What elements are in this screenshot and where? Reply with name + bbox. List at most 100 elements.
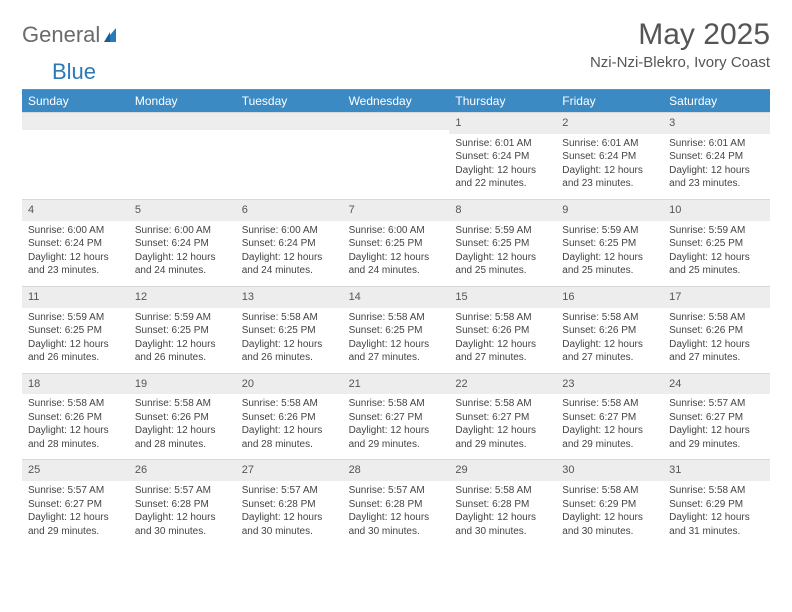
day-cell: 15Sunrise: 5:58 AMSunset: 6:26 PMDayligh… [449, 286, 556, 373]
sunset-text: Sunset: 6:26 PM [28, 411, 123, 425]
sunset-text: Sunset: 6:25 PM [349, 324, 444, 338]
daylight-text-1: Daylight: 12 hours [135, 424, 230, 438]
day-cell: 12Sunrise: 5:59 AMSunset: 6:25 PMDayligh… [129, 286, 236, 373]
daylight-text-2: and 24 minutes. [242, 264, 337, 278]
day-header: Saturday [663, 90, 770, 112]
logo: General [22, 22, 122, 48]
day-number: 2 [556, 112, 663, 134]
day-cell [236, 112, 343, 199]
week-row: 1Sunrise: 6:01 AMSunset: 6:24 PMDaylight… [22, 112, 770, 199]
daylight-text-1: Daylight: 12 hours [242, 424, 337, 438]
day-number: 19 [129, 373, 236, 395]
sunrise-text: Sunrise: 6:00 AM [135, 224, 230, 238]
day-cell [129, 112, 236, 199]
day-number [22, 112, 129, 130]
sunset-text: Sunset: 6:26 PM [455, 324, 550, 338]
daylight-text-2: and 30 minutes. [349, 525, 444, 539]
daylight-text-2: and 23 minutes. [28, 264, 123, 278]
sunset-text: Sunset: 6:27 PM [349, 411, 444, 425]
week-row: 4Sunrise: 6:00 AMSunset: 6:24 PMDaylight… [22, 199, 770, 286]
day-data: Sunrise: 6:00 AMSunset: 6:24 PMDaylight:… [22, 221, 129, 286]
daylight-text-2: and 27 minutes. [349, 351, 444, 365]
day-cell: 11Sunrise: 5:59 AMSunset: 6:25 PMDayligh… [22, 286, 129, 373]
day-data: Sunrise: 5:57 AMSunset: 6:27 PMDaylight:… [22, 481, 129, 546]
day-data: Sunrise: 5:58 AMSunset: 6:26 PMDaylight:… [663, 308, 770, 373]
day-cell: 29Sunrise: 5:58 AMSunset: 6:28 PMDayligh… [449, 459, 556, 546]
day-cell: 1Sunrise: 6:01 AMSunset: 6:24 PMDaylight… [449, 112, 556, 199]
daylight-text-1: Daylight: 12 hours [669, 511, 764, 525]
day-number: 28 [343, 459, 450, 481]
sunrise-text: Sunrise: 5:59 AM [455, 224, 550, 238]
daylight-text-1: Daylight: 12 hours [669, 338, 764, 352]
day-cell [22, 112, 129, 199]
day-cell: 31Sunrise: 5:58 AMSunset: 6:29 PMDayligh… [663, 459, 770, 546]
day-cell: 28Sunrise: 5:57 AMSunset: 6:28 PMDayligh… [343, 459, 450, 546]
day-data: Sunrise: 6:00 AMSunset: 6:25 PMDaylight:… [343, 221, 450, 286]
daylight-text-1: Daylight: 12 hours [28, 511, 123, 525]
day-data: Sunrise: 6:01 AMSunset: 6:24 PMDaylight:… [663, 134, 770, 199]
daylight-text-1: Daylight: 12 hours [242, 338, 337, 352]
sunrise-text: Sunrise: 6:00 AM [242, 224, 337, 238]
sunrise-text: Sunrise: 5:58 AM [349, 311, 444, 325]
sunset-text: Sunset: 6:29 PM [562, 498, 657, 512]
sunset-text: Sunset: 6:28 PM [242, 498, 337, 512]
day-header: Monday [129, 90, 236, 112]
day-data: Sunrise: 5:58 AMSunset: 6:27 PMDaylight:… [556, 394, 663, 459]
daylight-text-1: Daylight: 12 hours [562, 164, 657, 178]
day-number: 20 [236, 373, 343, 395]
daylight-text-1: Daylight: 12 hours [242, 511, 337, 525]
day-number: 14 [343, 286, 450, 308]
day-cell: 7Sunrise: 6:00 AMSunset: 6:25 PMDaylight… [343, 199, 450, 286]
daylight-text-2: and 24 minutes. [349, 264, 444, 278]
daylight-text-2: and 26 minutes. [242, 351, 337, 365]
daylight-text-2: and 23 minutes. [562, 177, 657, 191]
daylight-text-1: Daylight: 12 hours [242, 251, 337, 265]
daylight-text-1: Daylight: 12 hours [455, 511, 550, 525]
daylight-text-1: Daylight: 12 hours [455, 338, 550, 352]
day-cell: 23Sunrise: 5:58 AMSunset: 6:27 PMDayligh… [556, 373, 663, 460]
daylight-text-2: and 31 minutes. [669, 525, 764, 539]
sunset-text: Sunset: 6:26 PM [669, 324, 764, 338]
day-data: Sunrise: 6:01 AMSunset: 6:24 PMDaylight:… [449, 134, 556, 199]
daylight-text-1: Daylight: 12 hours [455, 424, 550, 438]
sunset-text: Sunset: 6:25 PM [455, 237, 550, 251]
day-number: 18 [22, 373, 129, 395]
day-data: Sunrise: 5:57 AMSunset: 6:28 PMDaylight:… [343, 481, 450, 546]
daylight-text-2: and 25 minutes. [669, 264, 764, 278]
sunset-text: Sunset: 6:24 PM [135, 237, 230, 251]
sunset-text: Sunset: 6:25 PM [562, 237, 657, 251]
sunrise-text: Sunrise: 5:58 AM [242, 397, 337, 411]
day-cell: 6Sunrise: 6:00 AMSunset: 6:24 PMDaylight… [236, 199, 343, 286]
day-cell: 25Sunrise: 5:57 AMSunset: 6:27 PMDayligh… [22, 459, 129, 546]
sunset-text: Sunset: 6:26 PM [562, 324, 657, 338]
daylight-text-1: Daylight: 12 hours [28, 338, 123, 352]
sunset-text: Sunset: 6:25 PM [669, 237, 764, 251]
daylight-text-2: and 25 minutes. [455, 264, 550, 278]
day-data: Sunrise: 6:00 AMSunset: 6:24 PMDaylight:… [236, 221, 343, 286]
day-cell: 21Sunrise: 5:58 AMSunset: 6:27 PMDayligh… [343, 373, 450, 460]
daylight-text-2: and 25 minutes. [562, 264, 657, 278]
daylight-text-2: and 26 minutes. [28, 351, 123, 365]
day-cell: 18Sunrise: 5:58 AMSunset: 6:26 PMDayligh… [22, 373, 129, 460]
daylight-text-1: Daylight: 12 hours [349, 424, 444, 438]
sunrise-text: Sunrise: 6:01 AM [669, 137, 764, 151]
day-cell [343, 112, 450, 199]
logo-text-blue: Blue [52, 59, 96, 85]
logo-text-general: General [22, 22, 100, 48]
day-data: Sunrise: 5:58 AMSunset: 6:26 PMDaylight:… [236, 394, 343, 459]
daylight-text-2: and 29 minutes. [349, 438, 444, 452]
day-number: 1 [449, 112, 556, 134]
daylight-text-1: Daylight: 12 hours [562, 424, 657, 438]
day-data: Sunrise: 5:57 AMSunset: 6:28 PMDaylight:… [236, 481, 343, 546]
daylight-text-1: Daylight: 12 hours [28, 251, 123, 265]
day-number: 11 [22, 286, 129, 308]
daylight-text-2: and 29 minutes. [28, 525, 123, 539]
day-cell: 27Sunrise: 5:57 AMSunset: 6:28 PMDayligh… [236, 459, 343, 546]
daylight-text-1: Daylight: 12 hours [562, 251, 657, 265]
sunrise-text: Sunrise: 5:57 AM [242, 484, 337, 498]
sunset-text: Sunset: 6:24 PM [28, 237, 123, 251]
day-number: 6 [236, 199, 343, 221]
sunset-text: Sunset: 6:24 PM [562, 150, 657, 164]
day-number: 10 [663, 199, 770, 221]
day-data: Sunrise: 6:00 AMSunset: 6:24 PMDaylight:… [129, 221, 236, 286]
